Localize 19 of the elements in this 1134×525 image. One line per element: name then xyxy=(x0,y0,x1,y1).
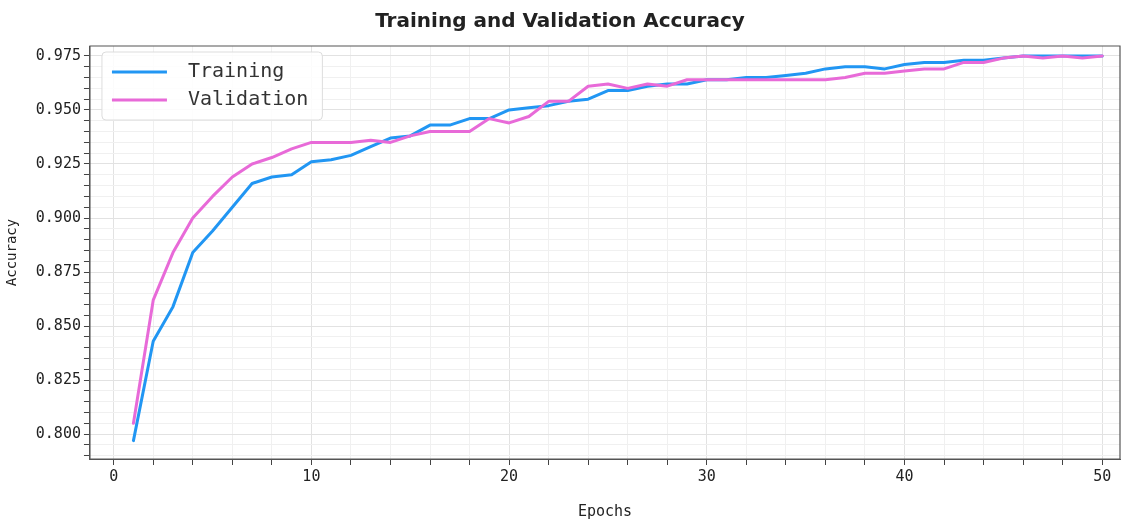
x-axis-title: Epochs xyxy=(577,501,633,520)
legend-label: Training xyxy=(187,58,285,83)
y-tick-label: 0.925 xyxy=(35,153,81,172)
y-tick-label: 0.875 xyxy=(35,261,81,280)
x-tick-label: 50 xyxy=(1093,466,1112,485)
y-tick-label: 0.975 xyxy=(35,45,81,64)
y-tick-label: 0.900 xyxy=(35,207,81,226)
y-tick-label: 0.950 xyxy=(35,99,81,118)
x-tick-label: 30 xyxy=(697,466,716,485)
x-tick-label: 40 xyxy=(895,466,914,485)
chart-title: Training and Validation Accuracy xyxy=(375,8,745,33)
y-tick-label: 0.850 xyxy=(35,315,81,334)
y-tick-label: 0.825 xyxy=(35,370,81,389)
legend-label: Validation xyxy=(187,86,309,111)
y-axis-title: Accuracy xyxy=(3,218,20,287)
x-tick-label: 20 xyxy=(500,466,519,485)
x-tick-label: 0 xyxy=(109,466,119,485)
y-tick-label: 0.800 xyxy=(35,424,81,443)
x-tick-label: 10 xyxy=(302,466,321,485)
